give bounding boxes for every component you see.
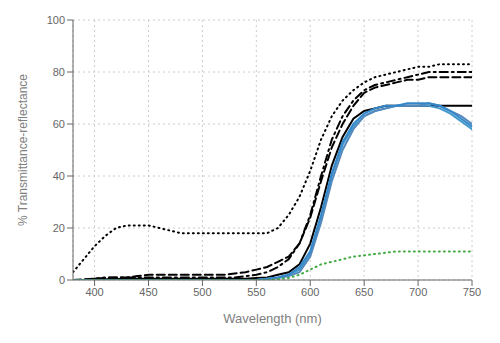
- svg-text:750: 750: [463, 286, 481, 298]
- svg-text:Wavelength (nm): Wavelength (nm): [223, 311, 322, 326]
- svg-text:500: 500: [193, 286, 211, 298]
- svg-text:700: 700: [409, 286, 427, 298]
- svg-text:400: 400: [85, 286, 103, 298]
- svg-text:20: 20: [53, 222, 65, 234]
- svg-text:650: 650: [355, 286, 373, 298]
- svg-text:% Transmittance-reflectance: % Transmittance-reflectance: [16, 74, 30, 226]
- svg-text:550: 550: [247, 286, 265, 298]
- svg-text:0: 0: [59, 274, 65, 286]
- svg-text:40: 40: [53, 170, 65, 182]
- svg-text:60: 60: [53, 118, 65, 130]
- svg-text:100: 100: [47, 14, 65, 26]
- svg-text:600: 600: [301, 286, 319, 298]
- svg-text:80: 80: [53, 66, 65, 78]
- svg-text:450: 450: [139, 286, 157, 298]
